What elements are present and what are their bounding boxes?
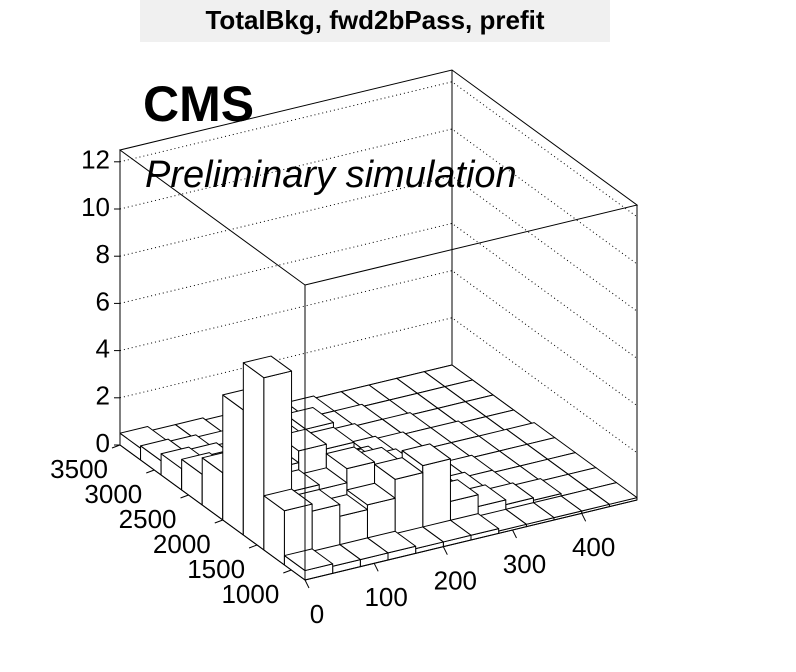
grid-line	[119, 175, 638, 312]
z-tick-label: 4	[96, 333, 110, 363]
z-tick-label: 8	[96, 239, 110, 269]
tick-mark	[146, 469, 155, 474]
z-tick-label: 6	[96, 286, 110, 316]
z-tick-label: 0	[96, 428, 110, 458]
y-axis	[119, 444, 306, 581]
bar-front	[422, 458, 451, 533]
bar-top	[401, 443, 451, 467]
bar-left	[242, 362, 265, 551]
y-tick-label: 2000	[153, 529, 211, 559]
tick-mark	[283, 569, 292, 574]
bar-top	[263, 488, 313, 512]
cms-label: CMS	[143, 76, 254, 132]
box-top	[118, 69, 639, 286]
z-tick-label: 10	[81, 192, 110, 222]
chart-title: TotalBkg, fwd2bPass, prefit	[205, 5, 544, 35]
tick-mark	[304, 579, 310, 589]
z-tick-label: 2	[96, 381, 110, 411]
y-tick-label: 3000	[84, 479, 142, 509]
bar-top	[242, 355, 293, 379]
bar-top	[284, 407, 334, 430]
tick-mark	[111, 444, 121, 449]
tick-mark	[180, 494, 189, 499]
tick-mark	[373, 563, 379, 572]
preliminary-label: Preliminary simulation	[145, 154, 517, 196]
x-tick-label: 0	[310, 599, 324, 629]
bar-top	[325, 446, 376, 470]
grid-line	[119, 128, 638, 265]
bar-top	[374, 457, 424, 480]
bar	[283, 548, 334, 581]
x-tick-label: 200	[434, 566, 477, 596]
x-tick-label: 300	[503, 549, 546, 579]
y-tick-label: 1000	[221, 579, 279, 609]
tick-mark	[442, 546, 448, 555]
tick-mark	[248, 544, 258, 549]
grid-line	[119, 222, 638, 359]
z-tick-label: 12	[81, 145, 110, 175]
x-tick-label: 400	[572, 532, 615, 562]
y-tick-label: 3500	[50, 454, 108, 484]
bar-top	[283, 548, 334, 572]
tick-mark	[214, 519, 223, 524]
bar-top	[346, 482, 396, 506]
bar-left	[222, 394, 244, 536]
tick-mark	[512, 529, 517, 539]
tick-mark	[581, 513, 587, 522]
y-tick-label: 2500	[119, 504, 177, 534]
x-tick-label: 100	[364, 582, 407, 612]
y-tick-label: 1500	[187, 554, 245, 584]
title-box	[140, 0, 610, 42]
